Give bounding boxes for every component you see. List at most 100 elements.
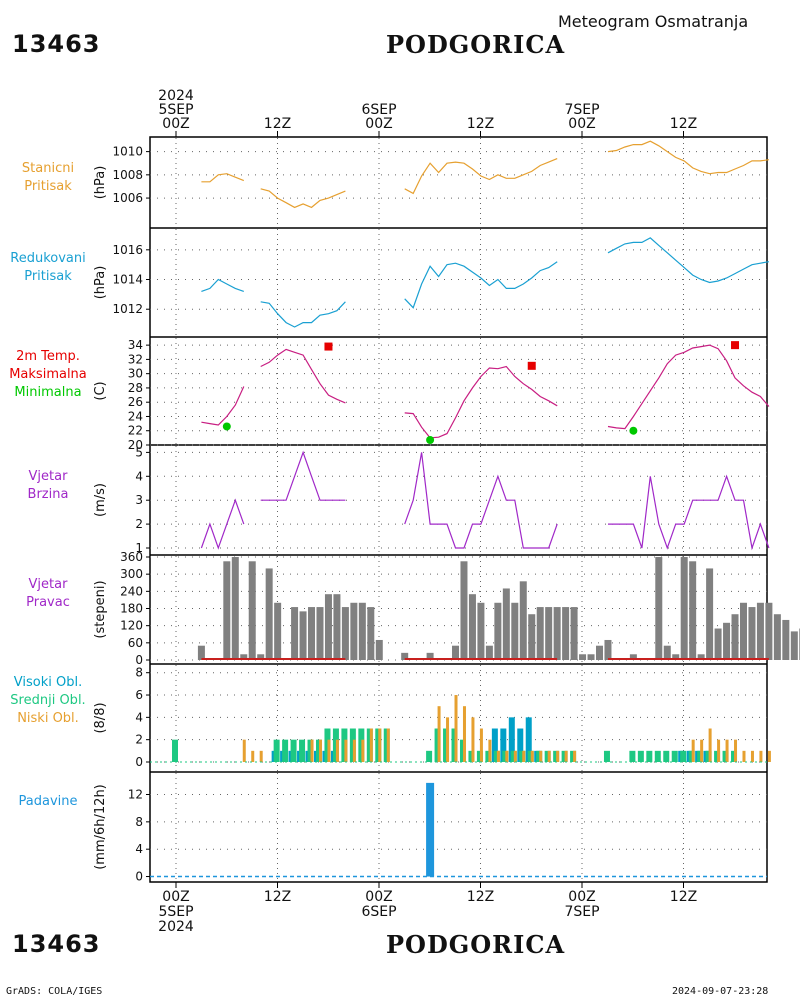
wind-direction-bar [468,594,476,660]
wind-direction-bar [375,639,383,660]
wind-direction-bar [502,588,510,660]
cloud-bar [318,739,322,762]
series-line [260,450,346,501]
cloud-bar [637,750,644,762]
wind-direction-bar [587,654,595,660]
wind-direction-bar [265,568,273,660]
wind-direction-bar [452,645,460,660]
cloud-bar [539,750,543,762]
x-tick-label-bottom: 6SEP [361,904,396,920]
cloud-bar [496,750,500,762]
wind-direction-bar [519,581,527,660]
x-tick-label-bottom: 00Z [568,889,595,905]
series-line [607,140,769,175]
y-axis-label: (8/8) [93,702,108,733]
cloud-bar [717,739,721,762]
x-tick-label-bottom: 00Z [162,889,189,905]
y-tick-label: 34 [128,338,143,352]
cloud-bar [378,728,382,762]
series-line [607,344,770,430]
wind-direction-bar [739,602,747,660]
wind-direction-bar [240,654,248,660]
cloud-bar [259,750,263,762]
wind-direction-bar [231,557,239,660]
cloud-bar [734,739,738,762]
series-line [200,498,245,550]
panel-label: Visoki Obl. [14,675,82,690]
wind-direction-bar [341,607,349,660]
wind-direction-bar [663,645,671,660]
y-tick-label: 12 [128,788,143,802]
wind-direction-bar [477,602,485,660]
y-axis-label: (m/s) [93,483,108,517]
wind-direction-bar [672,654,680,660]
x-tick-label-top: 6SEP [361,102,396,118]
cloud-bar [525,717,532,762]
cloud-bar [700,739,704,762]
y-tick-label: 120 [120,619,143,633]
cloud-bar [426,750,433,762]
y-axis-label: (stepeni) [93,580,108,638]
panel-label: Pravac [26,595,70,610]
wind-direction-bar [333,594,341,660]
x-tick-label-top: 2024 [158,88,194,104]
cloud-bar [172,739,178,762]
wind-direction-bar [460,561,468,660]
y-axis-label: (hPa) [93,266,108,300]
cloud-bar [750,750,754,762]
cloud-bar [547,750,551,762]
series-line [260,188,346,209]
series-line [607,237,770,284]
x-tick-label-bottom: 00Z [365,889,392,905]
y-tick-label: 20 [128,438,143,452]
panel-label: Pritisak [24,179,72,194]
cloud-bar [299,739,306,762]
wind-direction-bar [511,602,519,660]
x-tick-label-bottom: 12Z [670,889,697,905]
x-tick-label-bottom: 5SEP [158,904,193,920]
wind-direction-bar [528,614,536,660]
cloud-bar [556,750,560,762]
series-line [404,261,558,309]
cloud-bar [680,750,687,762]
y-tick-label: 1 [135,541,143,555]
cloud-bar [654,750,661,762]
panel-label: Stanicni [22,161,74,176]
credit-text: GrADS: COLA/IGES [6,986,103,997]
plot-frame [149,136,768,883]
panel-padavine: 0 4 8 12 (mm/6h/12h) Padavine [19,773,767,884]
min-temp-marker [426,436,435,445]
station-id-bottom: 13463 [12,930,101,958]
cloud-bar [513,750,517,762]
panel-label: Vjetar [29,577,69,592]
wind-direction-bar [782,619,790,660]
min-temp-marker [222,422,231,431]
y-axis-label: (mm/6h/12h) [93,784,108,870]
meteogram-subtitle: Meteogram Osmatranja [558,12,749,31]
wind-direction-bar [358,602,366,660]
wind-direction-bar [570,607,578,660]
wind-direction-bar [697,654,705,660]
wind-direction-bar [765,602,773,660]
max-temp-marker [324,342,333,351]
cloud-bar [251,750,255,762]
wind-direction-bar [790,631,798,660]
cloud-bar [386,728,390,762]
y-tick-label: 30 [128,367,143,381]
x-tick-label-top: 12Z [467,116,494,132]
y-axis-label: (hPa) [93,166,108,200]
cloud-bar [725,739,729,762]
cloud-bar [335,739,339,762]
y-tick-label: 4 [135,469,143,483]
y-tick-label: 8 [135,815,143,829]
y-tick-label: 24 [128,409,143,423]
x-tick-label-top: 5SEP [158,102,193,118]
y-tick-label: 0 [135,870,143,884]
y-tick-label: 0 [135,755,143,769]
series-line [404,365,558,439]
y-tick-label: 4 [135,710,143,724]
wind-direction-bar [248,561,256,660]
cloud-bar [671,750,678,762]
wind-direction-bar [731,614,739,660]
